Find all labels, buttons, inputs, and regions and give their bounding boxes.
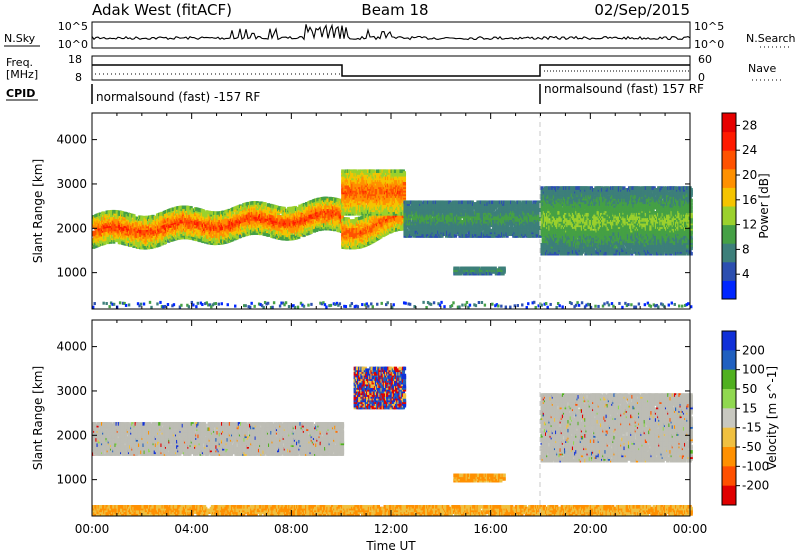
range-cell — [264, 202, 267, 206]
nsearch-label: N.Search — [746, 32, 796, 45]
range-cell — [403, 177, 406, 181]
nsky-label: N.Sky — [4, 32, 36, 45]
freq-tick-high: 18 — [68, 53, 82, 66]
noise-trace — [92, 24, 690, 39]
noise-tick-low-right: 10^0 — [694, 38, 724, 51]
date-title: 02/Sep/2015 — [594, 1, 690, 19]
freq-tick-low: 8 — [75, 71, 82, 84]
cpid-panel: CPID normalsound (fast) -157 RF normalso… — [6, 82, 704, 104]
cpid-left-text: normalsound (fast) -157 RF — [96, 90, 260, 104]
nave-label: Nave — [748, 62, 776, 75]
site-title: Adak West (fitACF) — [92, 1, 232, 19]
noise-tick-high-right: 10^5 — [694, 20, 724, 33]
beam-title: Beam 18 — [361, 1, 428, 19]
noise-panel: N.Sky 10^5 10^0 10^5 10^0 N.Search — [4, 20, 796, 51]
freq-label-2: [MHz] — [6, 68, 38, 81]
freq-panel: Freq. [MHz] 18 8 60 0 Nave — [6, 53, 782, 84]
range-cell — [403, 171, 406, 175]
noise-tick-low-left: 10^0 — [58, 38, 88, 51]
freq-trace — [92, 65, 690, 76]
power-heatmap — [92, 169, 693, 309]
cpid-label: CPID — [6, 87, 35, 100]
noise-tick-high-left: 10^5 — [58, 20, 88, 33]
nsky-line — [92, 24, 690, 39]
cpid-right-text: normalsound (fast) 157 RF — [544, 82, 704, 96]
nave-tick-high: 60 — [698, 53, 712, 66]
range-cell — [403, 182, 406, 186]
